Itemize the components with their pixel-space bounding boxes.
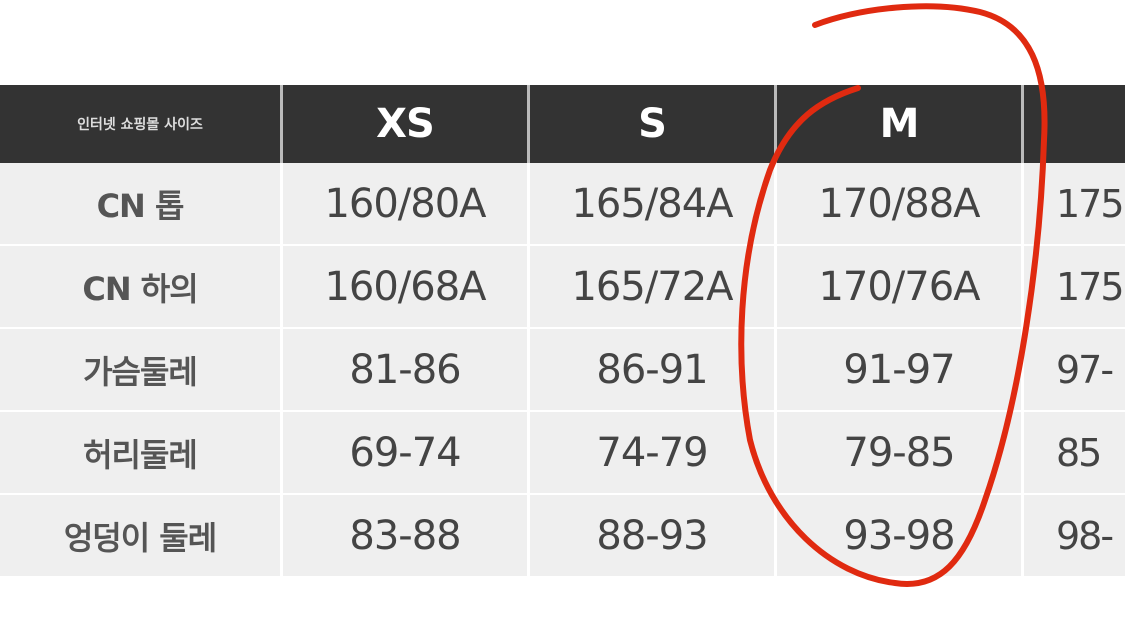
annotation-stroke xyxy=(738,3,1048,587)
table-row: 엉덩이 둘레 83-88 88-93 93-98 98- xyxy=(0,495,1125,578)
row-label: 허리둘레 xyxy=(0,412,283,493)
header-label: 인터넷 쇼핑몰 사이즈 xyxy=(0,85,283,163)
cell-m: 79-85 xyxy=(777,412,1024,493)
cell-s: 88-93 xyxy=(530,495,777,576)
row-label: 가슴둘레 xyxy=(0,329,283,410)
cell-m: 170/76A xyxy=(777,246,1024,327)
cell-s: 165/72A xyxy=(530,246,777,327)
header-size-m: M xyxy=(777,85,1024,163)
cell-s: 74-79 xyxy=(530,412,777,493)
row-label: CN 톱 xyxy=(0,163,283,244)
cell-xs: 160/80A xyxy=(283,163,530,244)
row-label: CN 하의 xyxy=(0,246,283,327)
cell-xs: 160/68A xyxy=(283,246,530,327)
header-size-xs: XS xyxy=(283,85,530,163)
cell-next: 98- xyxy=(1056,513,1114,558)
table-row: CN 하의 160/68A 165/72A 170/76A 175 xyxy=(0,246,1125,329)
cell-s: 86-91 xyxy=(530,329,777,410)
table-row: CN 톱 160/80A 165/84A 170/88A 175 xyxy=(0,163,1125,246)
cell-m: 93-98 xyxy=(777,495,1024,576)
cell-next: 85 xyxy=(1056,430,1102,475)
cell-next: 175 xyxy=(1056,181,1125,226)
cell-next: 175 xyxy=(1056,264,1125,309)
cell-m: 91-97 xyxy=(777,329,1024,410)
table-row: 허리둘레 69-74 74-79 79-85 85 xyxy=(0,412,1125,495)
table-header: 인터넷 쇼핑몰 사이즈 XS S M xyxy=(0,85,1125,163)
cell-m: 170/88A xyxy=(777,163,1024,244)
header-size-s: S xyxy=(530,85,777,163)
row-label: 엉덩이 둘레 xyxy=(0,495,283,576)
size-chart-table: 인터넷 쇼핑몰 사이즈 XS S M CN 톱 160/80A 165/84A 170… xyxy=(0,85,1125,578)
table-row: 가슴둘레 81-86 86-91 91-97 97- xyxy=(0,329,1125,412)
cell-xs: 81-86 xyxy=(283,329,530,410)
cell-xs: 69-74 xyxy=(283,412,530,493)
cell-xs: 83-88 xyxy=(283,495,530,576)
cell-next: 97- xyxy=(1056,347,1114,392)
cell-s: 165/84A xyxy=(530,163,777,244)
